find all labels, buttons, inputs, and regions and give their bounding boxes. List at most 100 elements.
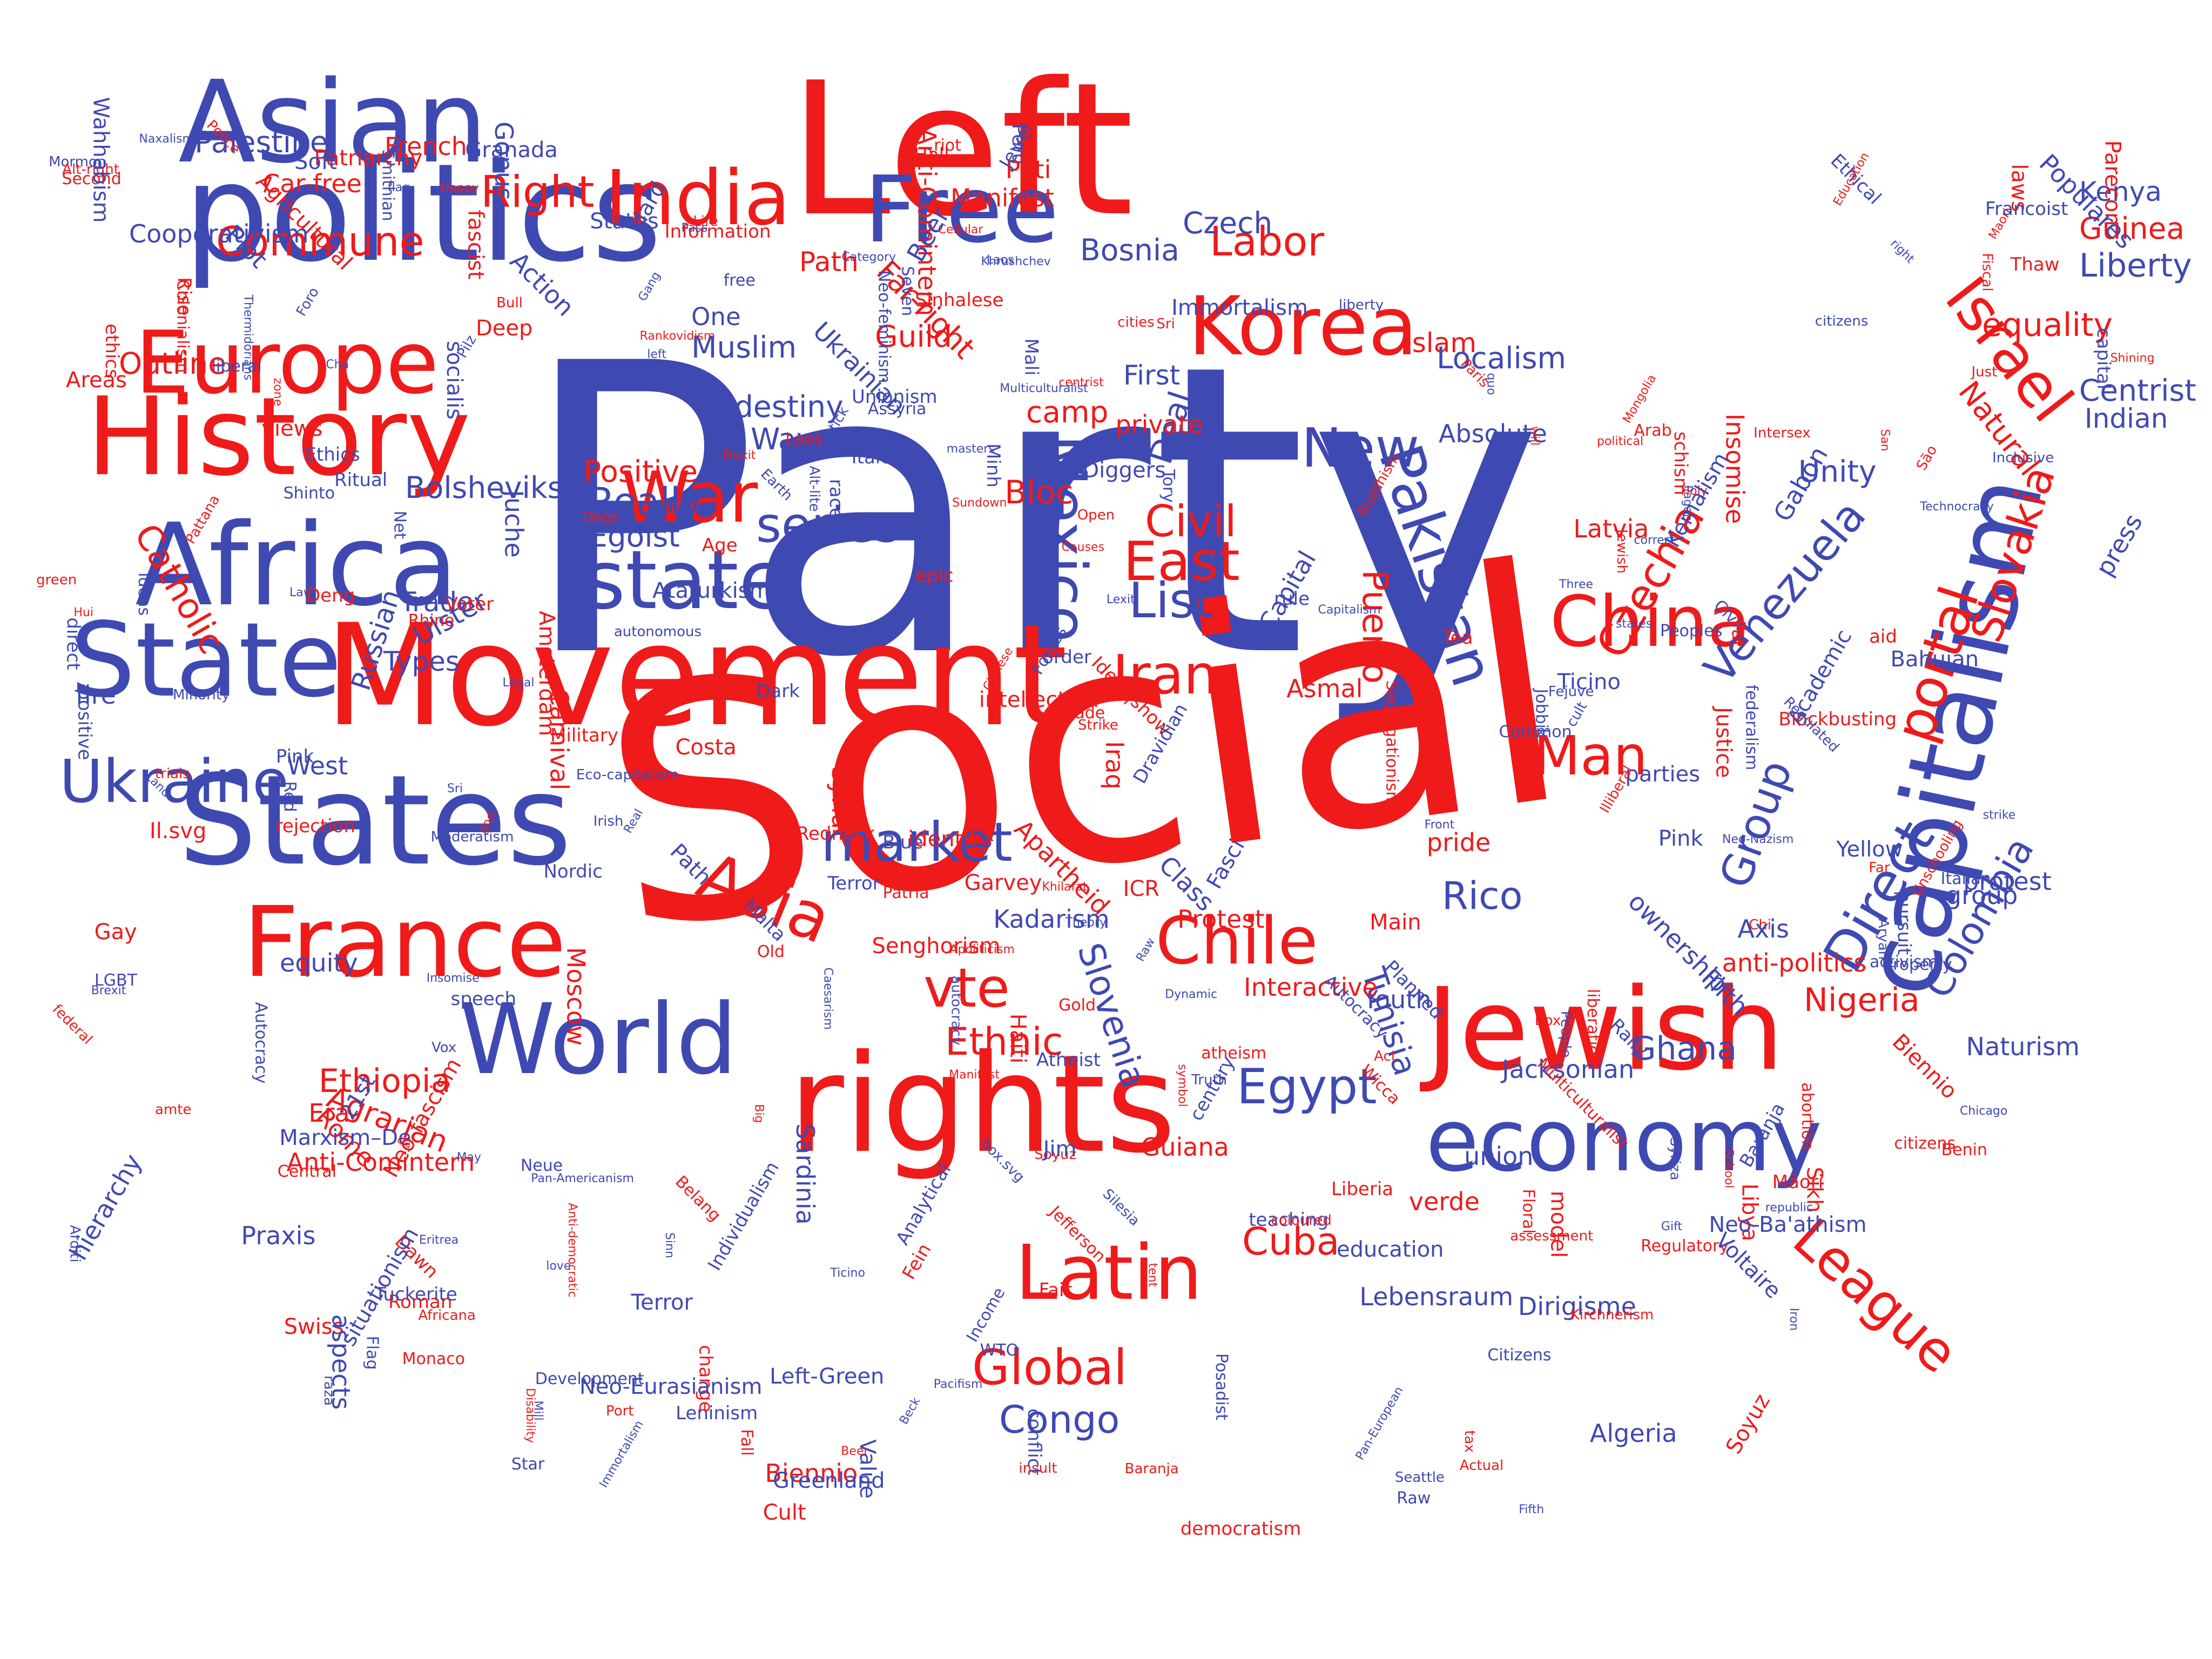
cloud-word: Ghana	[1631, 1030, 1737, 1068]
cloud-word: Brexit	[91, 983, 126, 997]
cloud-word: Main	[1370, 909, 1421, 935]
cloud-word: Vox	[431, 1039, 457, 1056]
cloud-word: Amsterdam	[534, 610, 559, 736]
cloud-word: Justice	[1711, 707, 1736, 778]
cloud-word: Eco-capitalism	[576, 766, 679, 783]
cloud-word: Islam	[1404, 327, 1477, 359]
cloud-word: Jobbik	[1532, 689, 1551, 738]
cloud-word: World	[459, 983, 738, 1096]
cloud-word: Three	[1559, 577, 1594, 591]
cloud-word: West	[286, 751, 348, 780]
cloud-word: Areas	[66, 368, 127, 393]
cloud-word: Chicago	[1959, 1104, 2008, 1118]
cloud-word: Lexit	[1106, 592, 1135, 606]
cloud-word: political	[1597, 434, 1644, 448]
cloud-word: Māori	[1772, 1171, 1824, 1193]
cloud-word: Sundown	[952, 496, 1007, 510]
cloud-word: Ticino	[1557, 669, 1621, 694]
cloud-word: Marxism–De	[279, 1125, 412, 1151]
cloud-word: Theory	[1065, 916, 1107, 930]
cloud-word: trials	[154, 766, 190, 783]
cloud-word: right	[1887, 237, 1917, 267]
cloud-word: Ticino	[830, 1266, 865, 1280]
cloud-word: Africana	[418, 1307, 476, 1324]
cloud-word: Dogs	[583, 509, 619, 526]
cloud-word: One	[691, 302, 741, 331]
cloud-word: Caesarism	[821, 967, 835, 1030]
cloud-word: Greenland	[773, 1468, 885, 1493]
cloud-word: Pacifism	[933, 1377, 983, 1391]
cloud-word: aid	[1869, 626, 1897, 648]
cloud-word: Ukraine	[59, 747, 289, 816]
cloud-word: strike	[1982, 808, 2016, 822]
cloud-word: Bull	[496, 295, 523, 312]
cloud-word: Alt-right	[62, 161, 119, 178]
cloud-word: Interactive	[1244, 973, 1378, 1002]
cloud-word: Egypt	[1237, 1058, 1377, 1115]
cloud-word: Ritual	[334, 469, 388, 491]
cloud-word: views	[261, 416, 323, 442]
cloud-word: Patriarchy	[314, 146, 423, 171]
cloud-word: Unity	[1798, 454, 1877, 489]
cloud-word: anti-politics	[1722, 948, 1867, 977]
cloud-word: Ataturkism	[652, 578, 771, 604]
cloud-word: Gold	[1058, 995, 1096, 1015]
cloud-word: destiny	[734, 389, 844, 424]
cloud-word: Technocracy	[1920, 500, 1994, 514]
cloud-word: Trade	[400, 586, 474, 618]
cloud-word: Beck	[897, 1395, 923, 1427]
cloud-word: Dark	[756, 680, 800, 702]
cloud-word: Israel	[1932, 264, 2087, 435]
cloud-word: Happy	[440, 181, 479, 195]
cloud-word: Anti-democratic	[565, 1203, 579, 1298]
cloud-word: Blockbusting	[1778, 708, 1897, 730]
cloud-word: School	[1722, 1149, 1736, 1189]
cloud-word: Czech	[1183, 206, 1273, 240]
cloud-word: India	[605, 154, 791, 242]
cloud-word: Rica	[1360, 649, 1391, 665]
cloud-word: Colonialism	[173, 279, 192, 373]
cloud-word: group	[1945, 881, 2018, 911]
cloud-word: Cellular	[938, 222, 983, 237]
cloud-word: tent	[1145, 1263, 1159, 1287]
cloud-word: Localism	[1437, 341, 1567, 375]
cloud-word: Common	[1499, 722, 1572, 741]
cloud-word: market	[821, 811, 1013, 874]
cloud-word: Global	[972, 1339, 1128, 1396]
cloud-word: Neue	[520, 1156, 563, 1176]
cloud-word: liberation	[1583, 989, 1602, 1066]
cloud-word: Haiti	[1005, 1013, 1030, 1064]
cloud-word: citizens	[1815, 313, 1869, 329]
cloud-word: Belang	[671, 1172, 725, 1225]
cloud-word: Cult	[763, 1500, 806, 1526]
cloud-word: Puerto	[1354, 569, 1395, 684]
cloud-word: Party	[518, 279, 1544, 745]
cloud-word: Swiss	[284, 1314, 344, 1340]
cloud-word: Multiculturalist	[1000, 382, 1088, 396]
cloud-word: Beer	[841, 1444, 869, 1458]
cloud-word: Leninism	[676, 1402, 758, 1424]
cloud-word: free	[723, 271, 756, 291]
cloud-word: Ethiopia	[319, 1062, 451, 1100]
cloud-word: Holy	[1681, 484, 1708, 498]
cloud-word: epic	[915, 564, 954, 586]
cloud-word: Flag	[362, 1336, 382, 1370]
cloud-word: Types	[383, 646, 460, 677]
cloud-word: socialis	[441, 340, 467, 420]
cloud-word: Law	[289, 585, 313, 599]
cloud-word: Jacksonian	[1502, 1054, 1635, 1084]
cloud-word: activism	[1870, 953, 1938, 972]
cloud-word: press	[2089, 509, 2148, 581]
cloud-word: equity	[280, 948, 358, 977]
cloud-word: Diggers	[1082, 458, 1166, 483]
cloud-word: camp	[1026, 395, 1109, 429]
cloud-word: Development	[535, 1369, 644, 1388]
cloud-word: Deng	[306, 584, 355, 606]
cloud-word: symbol	[1175, 1064, 1189, 1108]
cloud-word: Neo-Eurasianism	[579, 1374, 763, 1400]
cloud-word: Autocracy	[251, 1002, 271, 1084]
cloud-word: Iran	[1112, 643, 1218, 706]
cloud-word: Floral	[1519, 1189, 1538, 1234]
cloud-word: left	[647, 347, 667, 361]
cloud-word: Nigeria	[1804, 981, 1920, 1019]
